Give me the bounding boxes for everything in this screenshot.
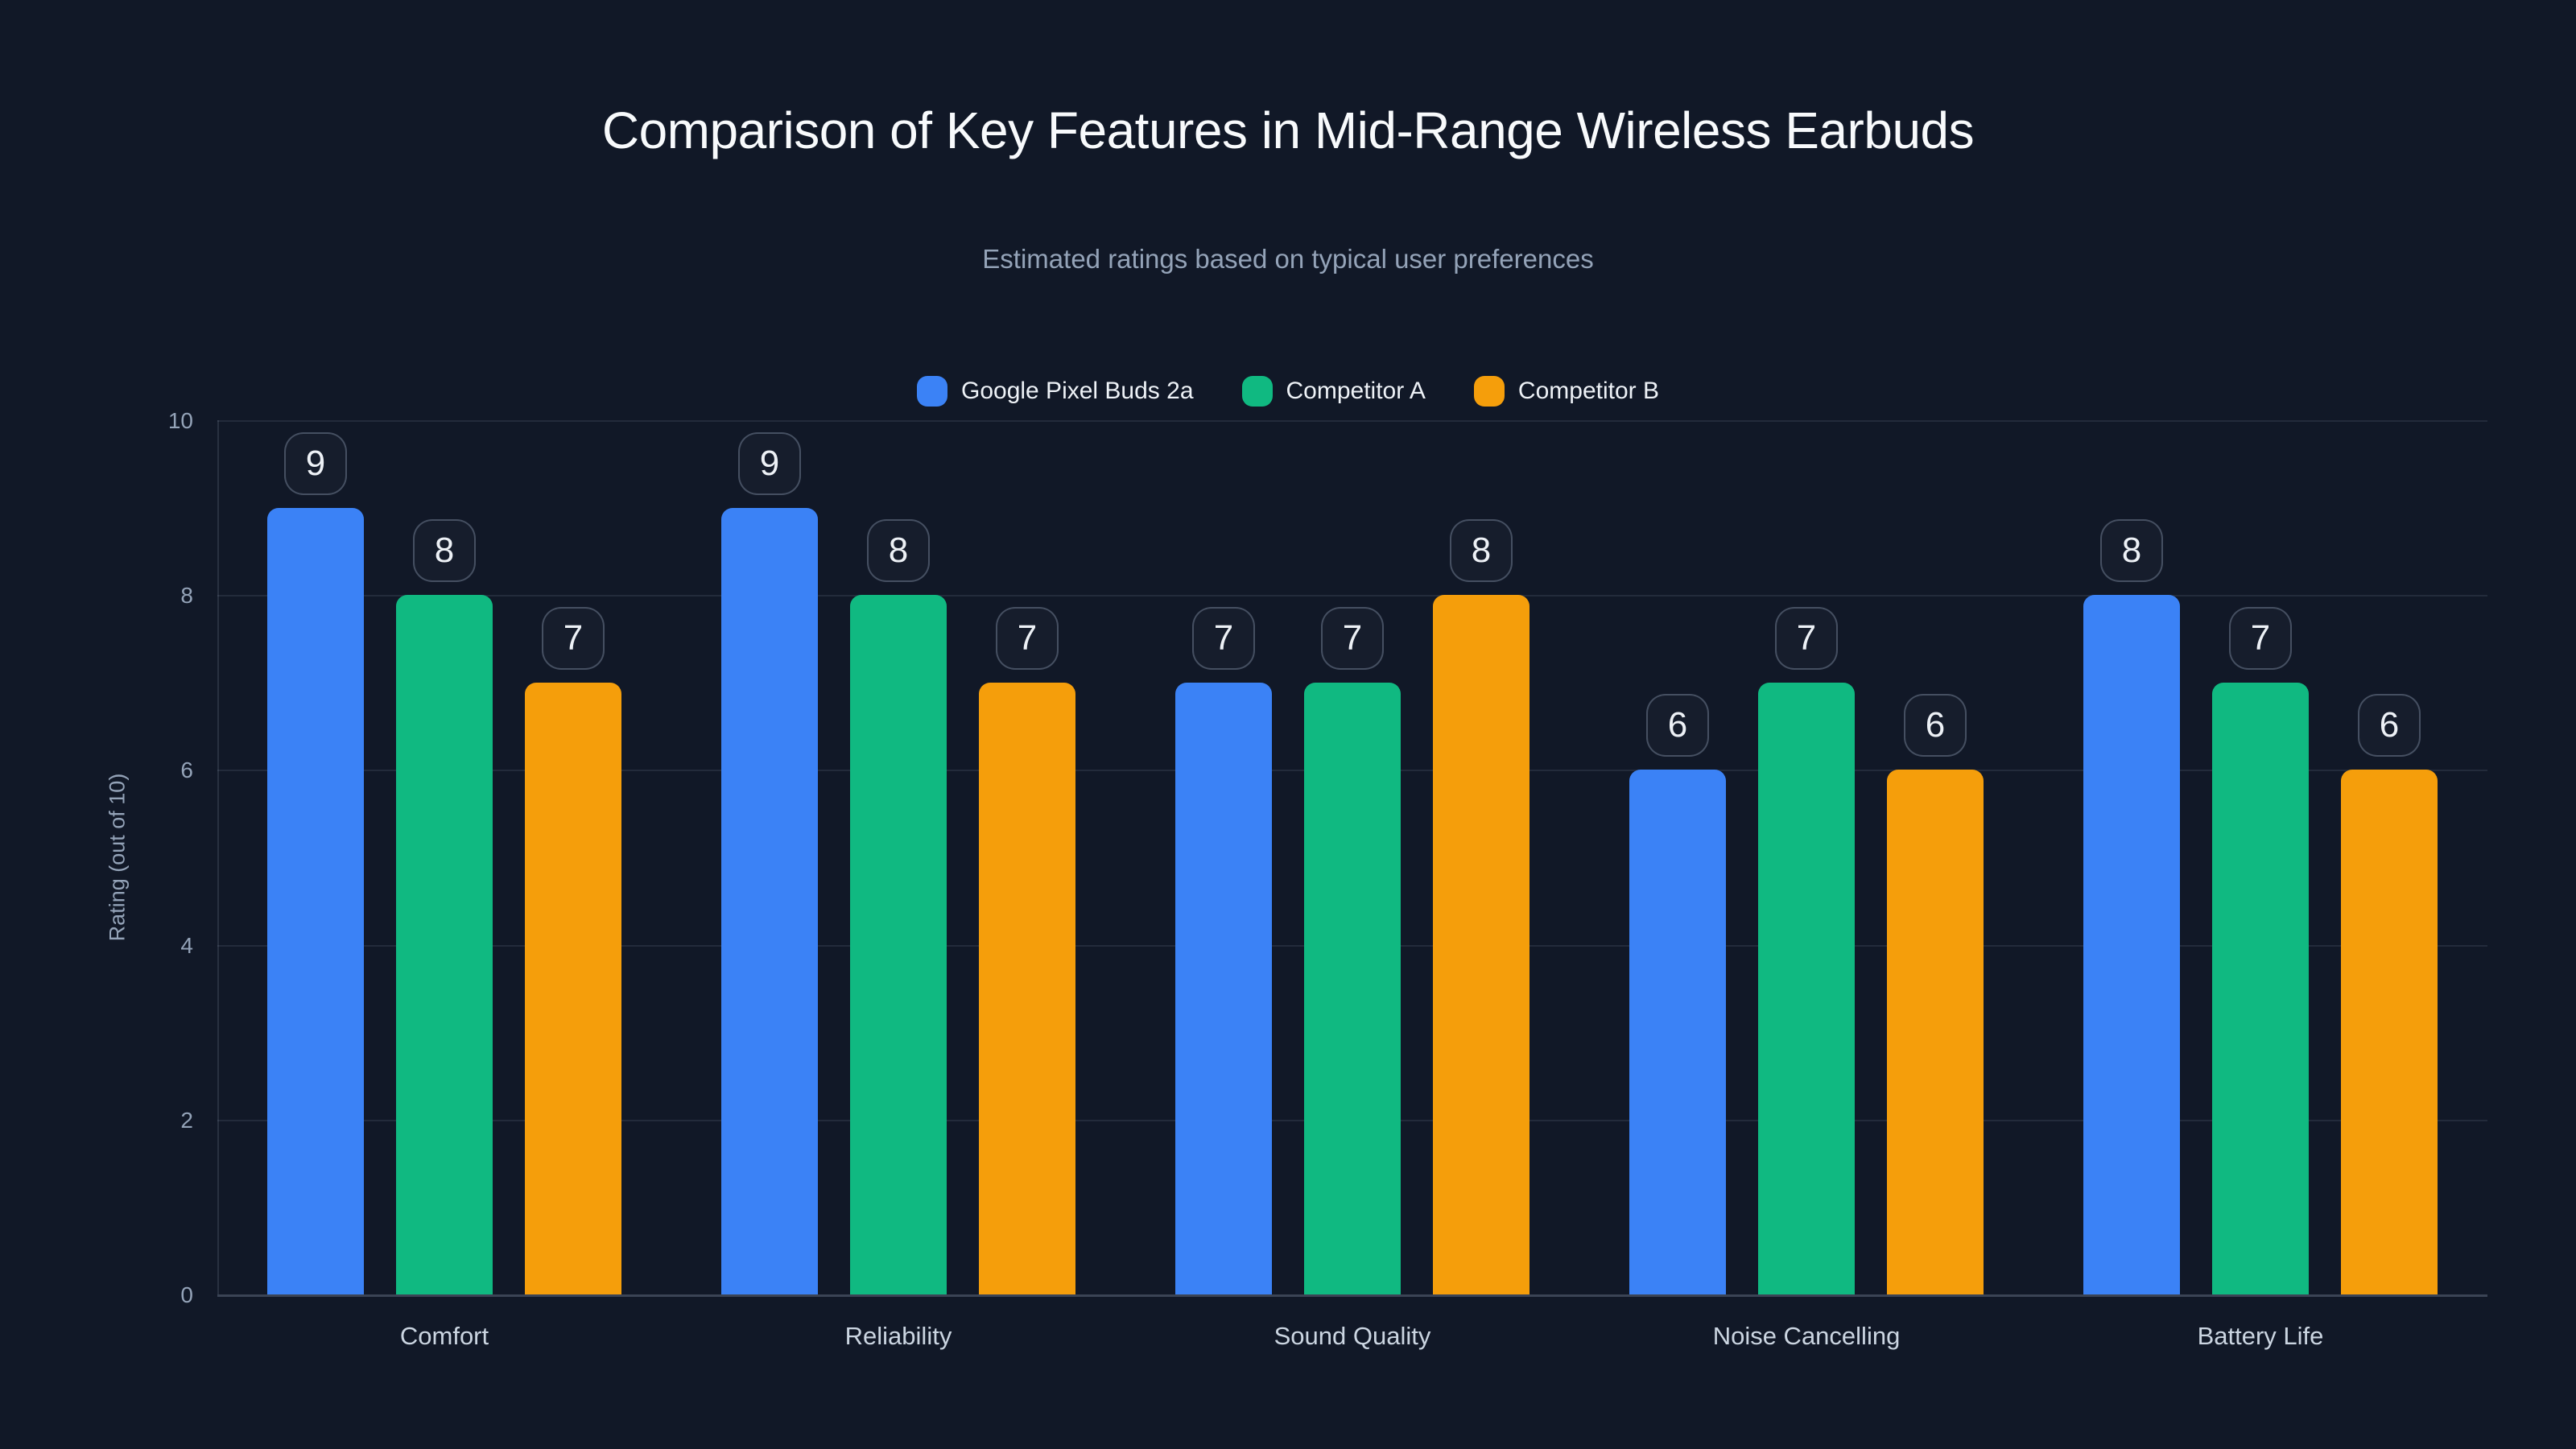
value-badge: 7	[542, 606, 605, 670]
value-badge: 7	[1321, 606, 1384, 670]
value-badge: 9	[284, 431, 347, 495]
y-axis-title: Rating (out of 10)	[105, 773, 130, 942]
bar	[1887, 770, 1984, 1294]
legend-item: Competitor A	[1241, 376, 1426, 407]
legend-label: Competitor B	[1517, 378, 1659, 404]
value-badge: 8	[867, 519, 930, 583]
legend-item: Google Pixel Buds 2a	[916, 376, 1194, 407]
chart-title: Comparison of Key Features in Mid-Range …	[601, 101, 1975, 159]
bar	[2083, 595, 2180, 1294]
value-badge: 8	[413, 519, 476, 583]
legend-label: Google Pixel Buds 2a	[960, 378, 1194, 404]
y-tick-label: 10	[167, 408, 193, 433]
legend-swatch	[916, 376, 947, 407]
y-axis-line	[217, 420, 219, 1294]
x-category-label: Comfort	[399, 1322, 489, 1350]
legend-label: Competitor A	[1286, 378, 1426, 404]
chart-subtitle: Estimated ratings based on typical user …	[982, 244, 1594, 274]
bar	[1629, 770, 1726, 1294]
value-badge: 8	[2100, 519, 2163, 583]
value-badge: 7	[996, 606, 1059, 670]
gridline	[217, 595, 2487, 597]
y-tick-label: 0	[180, 1282, 193, 1307]
x-category-label: Sound Quality	[1274, 1322, 1431, 1350]
x-category-label: Noise Cancelling	[1712, 1322, 1901, 1350]
bar	[267, 507, 364, 1294]
bar	[850, 595, 947, 1294]
bar	[1175, 682, 1272, 1294]
bar	[979, 682, 1075, 1294]
bar	[2212, 682, 2309, 1294]
bar	[721, 507, 818, 1294]
gridline	[217, 420, 2487, 422]
value-badge: 6	[2358, 694, 2421, 758]
value-badge: 7	[1775, 606, 1838, 670]
bar	[1433, 595, 1530, 1294]
x-category-label: Reliability	[844, 1322, 952, 1350]
legend: Google Pixel Buds 2a Competitor A Competit…	[0, 369, 2576, 414]
y-tick-label: 8	[180, 583, 193, 609]
value-badge: 6	[1904, 694, 1967, 758]
value-badge: 6	[1646, 694, 1709, 758]
value-badge: 7	[2229, 606, 2292, 670]
y-tick-label: 4	[180, 932, 193, 958]
x-axis-baseline	[217, 1294, 2487, 1297]
legend-item: Competitor B	[1473, 376, 1659, 407]
value-badge: 7	[1192, 606, 1255, 670]
y-tick-label: 6	[180, 758, 193, 783]
legend-swatch	[1241, 376, 1273, 407]
x-category-label: Battery Life	[2197, 1322, 2324, 1350]
value-badge: 8	[1450, 519, 1513, 583]
bar	[396, 595, 493, 1294]
value-badge: 9	[738, 431, 801, 495]
bar	[525, 682, 621, 1294]
bar	[2341, 770, 2438, 1294]
legend-swatch	[1473, 376, 1505, 407]
y-tick-label: 2	[180, 1107, 193, 1133]
bar	[1304, 682, 1401, 1294]
bar	[1758, 682, 1855, 1294]
